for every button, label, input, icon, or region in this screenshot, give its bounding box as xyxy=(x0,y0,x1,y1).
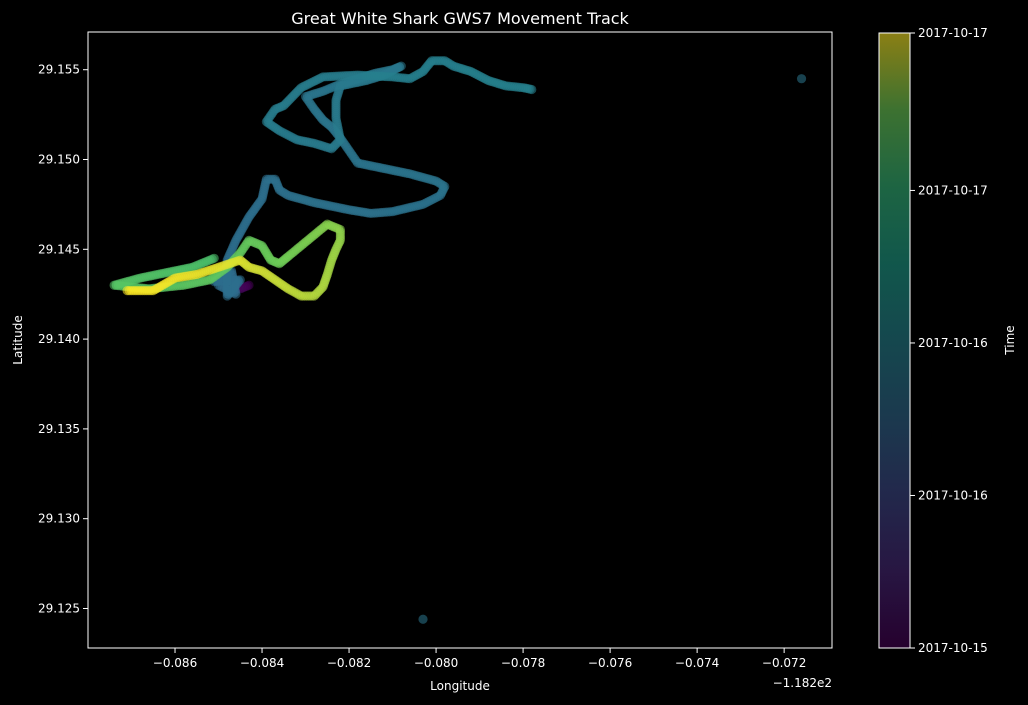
colorbar-frame xyxy=(878,32,911,649)
x-offset-label: −1.182e2 xyxy=(773,676,832,690)
colorbar-tick-label: 2017-10-17 xyxy=(918,26,988,40)
x-axis: −0.086 −0.084 −0.082 −0.080 −0.078 −0.076 −0.0… xyxy=(153,648,806,670)
chart-title: Great White Shark GWS7 Movement Track xyxy=(291,9,629,28)
x-tick-label: −0.084 xyxy=(240,656,284,670)
x-tick-label: −0.080 xyxy=(414,656,458,670)
x-tick-label: −0.072 xyxy=(762,656,806,670)
colorbar-label: Time xyxy=(1003,325,1017,355)
x-tick-label: −0.082 xyxy=(327,656,371,670)
y-tick-label: 29.155 xyxy=(38,63,80,77)
x-axis-label: Longitude xyxy=(430,679,490,693)
y-tick-label: 29.150 xyxy=(38,153,80,167)
x-tick-label: −0.078 xyxy=(501,656,545,670)
x-tick-label: −0.074 xyxy=(675,656,719,670)
plot-frame xyxy=(87,31,833,649)
colorbar-tick-label: 2017-10-17 xyxy=(918,183,988,197)
track-point xyxy=(418,614,428,624)
y-tick-label: 29.125 xyxy=(38,601,80,615)
y-tick-label: 29.130 xyxy=(38,512,80,526)
y-axis-label: Latitude xyxy=(11,315,25,364)
colorbar-gradient xyxy=(879,33,910,648)
y-tick-label: 29.135 xyxy=(38,422,80,436)
track-point xyxy=(527,84,537,95)
y-tick-label: 29.140 xyxy=(38,332,80,346)
colorbar-tick-label: 2017-10-16 xyxy=(918,488,988,502)
colorbar-ticks: 2017-10-15 2017-10-16 2017-10-16 2017-10-17… xyxy=(910,26,988,655)
y-tick-label: 29.145 xyxy=(38,242,80,256)
track-point xyxy=(796,74,807,84)
track-point xyxy=(122,286,132,296)
x-tick-label: −0.086 xyxy=(153,656,197,670)
colorbar-tick-label: 2017-10-15 xyxy=(918,641,988,655)
y-axis: 29.125 29.130 29.135 29.140 29.145 29.150 29.1… xyxy=(38,63,88,615)
track-points xyxy=(109,56,807,624)
colorbar-tick-label: 2017-10-16 xyxy=(918,336,988,350)
x-tick-label: −0.076 xyxy=(588,656,632,670)
